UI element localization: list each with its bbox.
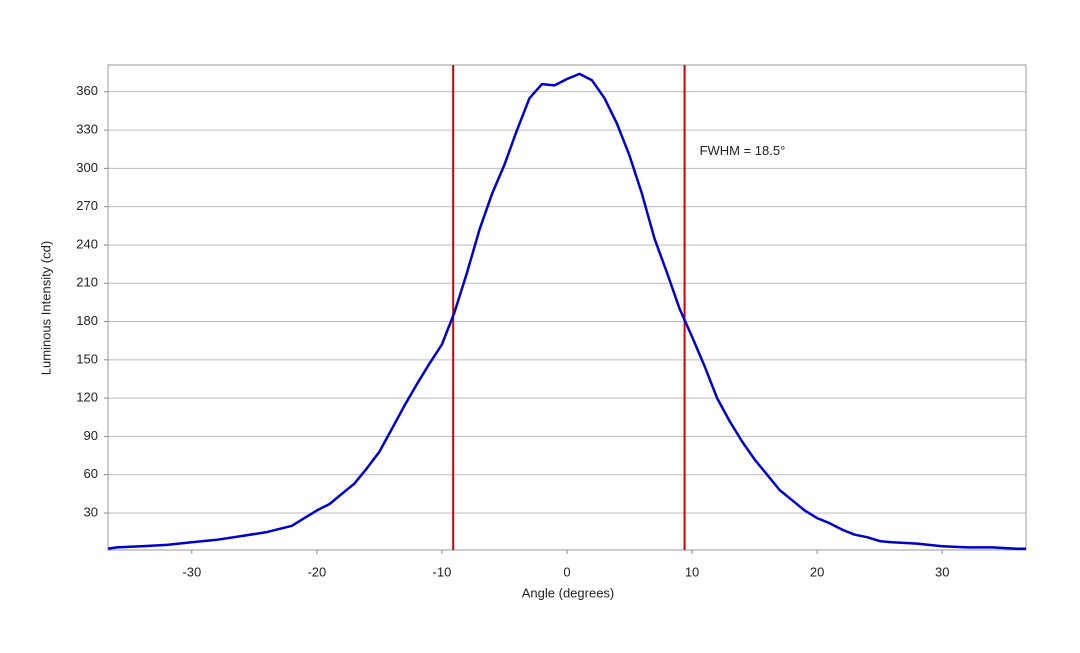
y-tick-label: 90 [84, 428, 98, 443]
y-tick-label: 360 [76, 83, 98, 98]
y-tick-label: 240 [76, 236, 98, 251]
y-tick-label: 180 [76, 313, 98, 328]
y-tick-label: 60 [84, 466, 98, 481]
y-tick-label: 120 [76, 390, 98, 405]
y-tick-label: 150 [76, 351, 98, 366]
x-tick-label: 0 [563, 564, 570, 579]
annotation: FWHM = 18.5° [700, 143, 786, 158]
y-tick-label: 30 [84, 504, 98, 519]
y-tick-label: 210 [76, 275, 98, 290]
x-axis-label: Angle (degrees) [522, 585, 615, 600]
x-tick-label: -30 [182, 564, 201, 579]
y-tick-label: 270 [76, 198, 98, 213]
data-line [107, 72, 1026, 550]
plot-border [107, 64, 1027, 551]
x-tick-label: 30 [935, 564, 949, 579]
y-axis-label: Luminous Intensity (cd) [38, 241, 53, 375]
x-tick-label: 10 [685, 564, 699, 579]
x-tick-label: -10 [433, 564, 452, 579]
x-tick-label: -20 [307, 564, 326, 579]
y-tick-label: 300 [76, 160, 98, 175]
x-tick-label: 20 [810, 564, 824, 579]
y-tick-label: 330 [76, 122, 98, 137]
